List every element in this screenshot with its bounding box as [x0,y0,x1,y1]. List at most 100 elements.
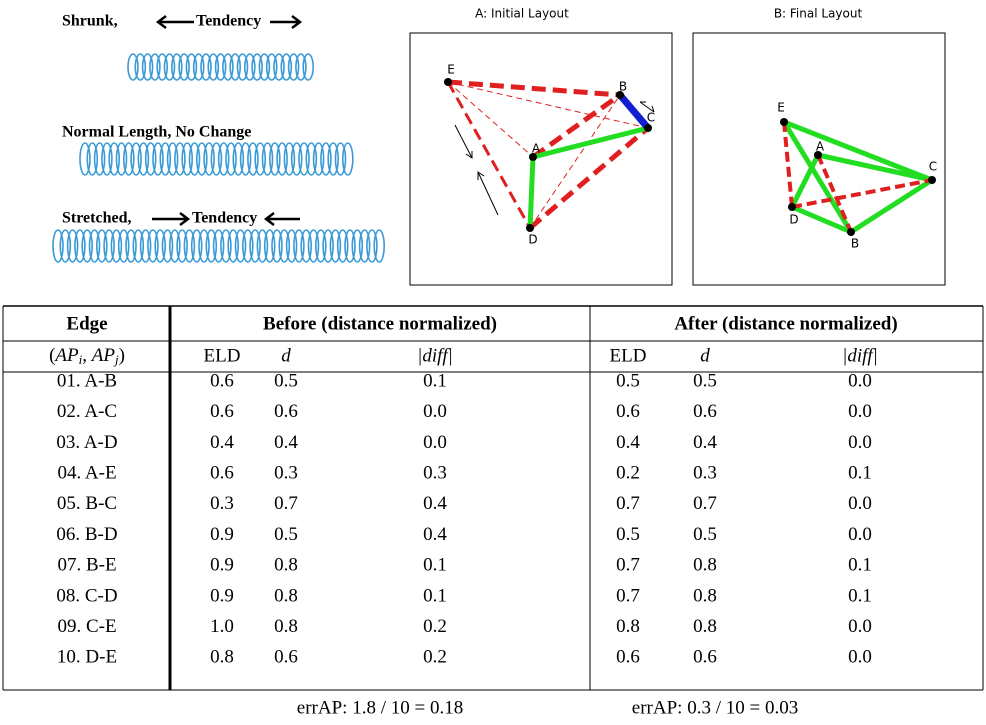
node-label: E [447,63,455,77]
spring-coil [374,230,384,262]
table-cell: 0.7 [616,585,640,606]
table-cell: 0.4 [210,432,234,453]
node-label: C [929,160,937,174]
subheader-part: , [82,345,92,366]
table-cell: 0.4 [423,493,447,514]
table-cell: 0.6 [616,401,640,422]
table-cell: 0.2 [616,462,640,483]
table-cell: 0.5 [274,370,298,391]
table-cell: 06. B-D [56,524,117,545]
table-cell: 0.4 [693,432,717,453]
table-cell: 03. A-D [56,432,117,453]
table-cell: 08. C-D [56,585,117,606]
table-footer: errAP: 1.8 / 10 = 0.18 [297,697,463,718]
node-label: D [528,233,537,247]
arrow [266,213,300,225]
table-cell: 0.5 [616,370,640,391]
table-cell: 0.6 [274,647,298,668]
figure: Shrunk, Tendency Normal Length, No Chang… [0,0,986,725]
table-cell: 0.0 [848,616,872,637]
table-cell: 0.5 [693,370,717,391]
arrow [158,16,194,28]
arrow [152,213,188,225]
node-label: A [816,140,825,154]
table-cell: 0.6 [693,647,717,668]
table-cell: 0.4 [274,432,298,453]
table-header: Before (distance normalized) [263,313,497,334]
table-cell: 0.6 [210,370,234,391]
node-label: B [851,237,859,251]
table-cell: 10. D-E [57,647,117,668]
layout-title: B: Final Layout [774,7,863,21]
table-subheader: |diff| [842,345,878,366]
table-cell: 0.5 [693,524,717,545]
table-cell: 0.8 [616,616,640,637]
table-cell: 02. A-C [57,401,117,422]
table-cell: 0.2 [423,647,447,668]
node-label: C [647,111,655,125]
node-label: B [619,80,627,94]
table-cell: 0.6 [616,647,640,668]
table-cell: 0.3 [423,462,447,483]
table-cell: 0.9 [210,585,234,606]
table-cell: 0.8 [210,647,234,668]
table-cell: 0.0 [423,401,447,422]
table-rules [3,306,983,690]
table-header: Edge [66,313,107,334]
node-label: A [532,142,541,156]
table-cell: 0.0 [848,401,872,422]
table-cell: 0.1 [423,585,447,606]
table-cell: 0.8 [274,555,298,576]
table-cell: 0.1 [848,585,872,606]
table-cell: 0.6 [693,401,717,422]
spring-label: Normal Length, No Change [62,124,251,141]
table-cell: 0.1 [423,370,447,391]
table-cell: 0.8 [693,585,717,606]
table-cell: 0.8 [693,616,717,637]
table-cell: 0.6 [274,401,298,422]
table-cell: 05. B-C [57,493,117,514]
table-cell: 0.0 [848,647,872,668]
node-label: D [789,213,798,227]
table-cell: 0.4 [423,524,447,545]
spring-tendency: Tendency [192,210,257,227]
table-header: After (distance normalized) [674,313,897,334]
table-cell: 0.5 [274,524,298,545]
table-cell: 01. A-B [57,370,117,391]
table-cell: 0.1 [848,462,872,483]
edges [784,122,932,232]
table-cell: 0.7 [616,555,640,576]
edges [448,82,654,228]
table-cell: 0.0 [423,432,447,453]
table-cell: 0.3 [274,462,298,483]
table-cell: 0.7 [693,493,717,514]
table-cell: 0.1 [848,555,872,576]
table-cell: 0.8 [693,555,717,576]
table-cell: 0.3 [693,462,717,483]
spring-label: Shrunk, [62,13,118,30]
table-cell: 0.1 [423,555,447,576]
table-cell: 0.9 [210,524,234,545]
subheader-part: AP [90,345,116,366]
table-cell: 0.0 [848,493,872,514]
spring-coil [303,54,313,80]
spring-label: Stretched, [62,210,131,227]
table-subheader: |diff| [417,345,453,366]
spring-coil [343,143,353,175]
subheader-part: ) [119,345,125,366]
table-cell: 0.2 [423,616,447,637]
subheader-part: AP [53,345,79,366]
table-footer: errAP: 0.3 / 10 = 0.03 [632,697,798,718]
table-cell: 0.8 [274,616,298,637]
table-cell: 0.0 [848,370,872,391]
table-subheader: ELD [204,345,241,366]
table-cell: 0.7 [616,493,640,514]
table-cell: 0.7 [274,493,298,514]
table-cell: 0.6 [210,401,234,422]
table-cell: 0.9 [210,555,234,576]
table-cell: 0.0 [848,524,872,545]
table-cell: 09. C-E [57,616,116,637]
table-cell: 0.8 [274,585,298,606]
node-label: E [777,101,785,115]
table-subheader: (APi, APj) [49,345,125,367]
